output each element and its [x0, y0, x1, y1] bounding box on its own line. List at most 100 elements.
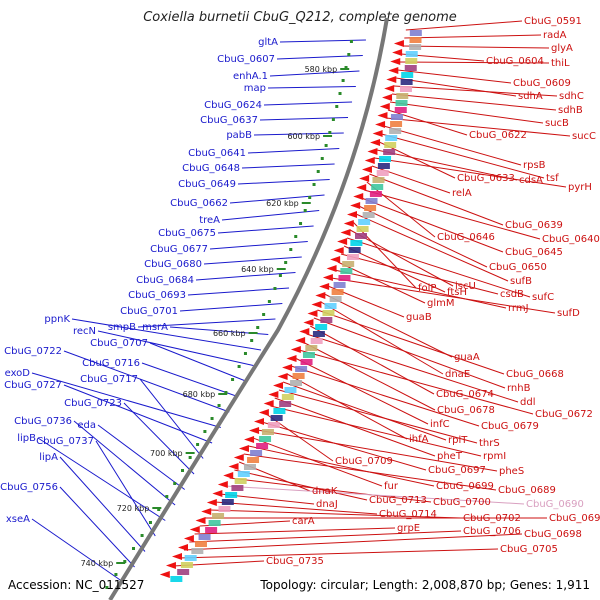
right-label-cbug-0609[interactable]: CbuG_0609 [513, 78, 571, 89]
right-label-cara[interactable]: carA [292, 516, 315, 527]
right-label-glya[interactable]: glyA [551, 43, 573, 54]
right-label-cbug-0622[interactable]: CbuG_0622 [469, 130, 527, 141]
left-label-trea[interactable]: treA [199, 215, 220, 226]
right-label-sufb[interactable]: sufB [510, 276, 532, 287]
right-label-cbug-0645[interactable]: CbuG_0645 [505, 247, 563, 258]
left-label-ppnk[interactable]: ppnK [44, 314, 70, 325]
right-label-rada[interactable]: radA [543, 30, 567, 41]
right-label-thrs[interactable]: thrS [479, 438, 500, 449]
right-label-ddl[interactable]: ddl [520, 397, 535, 408]
right-label-cbug-0698[interactable]: CbuG_0698 [524, 529, 582, 540]
left-label-glta[interactable]: gltA [258, 37, 278, 48]
right-label-cbug-0679[interactable]: CbuG_0679 [481, 421, 539, 432]
left-label-cbug-0693[interactable]: CbuG_0693 [128, 290, 186, 301]
right-label-succ[interactable]: sucC [572, 131, 596, 142]
left-label-lipb[interactable]: lipB [17, 433, 36, 444]
right-label-cbug-0650[interactable]: CbuG_0650 [489, 262, 547, 273]
right-label-dnak[interactable]: dnaK [312, 486, 338, 497]
right-label-cbug-0690[interactable]: CbuG_0690 [526, 499, 584, 510]
right-label-cbug-0692[interactable]: CbuG_0692 [549, 513, 600, 524]
left-label-cbug-0723[interactable]: CbuG_0723 [64, 398, 122, 409]
right-label-folp[interactable]: folP [418, 283, 436, 294]
right-label-phes[interactable]: pheS [499, 466, 524, 477]
right-label-cbug-0699[interactable]: CbuG_0699 [436, 481, 494, 492]
left-label-cbug-0641[interactable]: CbuG_0641 [188, 148, 246, 159]
right-label-sucb[interactable]: sucB [545, 118, 569, 129]
right-label-cbug-0604[interactable]: CbuG_0604 [486, 56, 544, 67]
right-label-cbug-0633[interactable]: CbuG_0633 [457, 173, 515, 184]
right-label-cbug-0713[interactable]: CbuG_0713 [369, 495, 427, 506]
left-label-cbug-0675[interactable]: CbuG_0675 [158, 228, 216, 239]
right-label-rrmj[interactable]: rrmJ [508, 303, 529, 314]
right-label-ihfa[interactable]: ihfA [409, 434, 429, 445]
right-label-rnhb[interactable]: rnhB [507, 383, 531, 394]
left-label-cbug-0648[interactable]: CbuG_0648 [182, 163, 240, 174]
right-label-guaa[interactable]: guaA [454, 352, 480, 363]
left-label-pabb[interactable]: pabB [226, 130, 252, 141]
left-label-cbug-0736[interactable]: CbuG_0736 [14, 416, 72, 427]
left-label-smpb[interactable]: smpB [108, 322, 136, 333]
right-label-sufd[interactable]: sufD [557, 308, 580, 319]
right-label-fur[interactable]: fur [384, 481, 399, 492]
right-label-ftsh[interactable]: ftsH [447, 287, 467, 298]
right-label-rela[interactable]: relA [452, 188, 472, 199]
right-label-grpe[interactable]: grpE [397, 523, 420, 534]
right-label-cbug-0700[interactable]: CbuG_0700 [433, 497, 491, 508]
right-label-cbug-0678[interactable]: CbuG_0678 [437, 405, 495, 416]
right-label-cdsa[interactable]: cdsA [519, 175, 543, 186]
left-label-map[interactable]: map [244, 83, 266, 94]
right-label-glmm[interactable]: glmM [427, 298, 455, 309]
left-label-cbug-0680[interactable]: CbuG_0680 [144, 259, 202, 270]
right-label-cbug-0689[interactable]: CbuG_0689 [498, 485, 556, 496]
right-label-cbug-0640[interactable]: CbuG_0640 [542, 234, 600, 245]
right-label-cbug-0646[interactable]: CbuG_0646 [437, 232, 495, 243]
left-label-cbug-0727[interactable]: CbuG_0727 [4, 380, 62, 391]
left-label-cbug-0701[interactable]: CbuG_0701 [120, 306, 178, 317]
left-label-eda[interactable]: eda [77, 420, 96, 431]
right-label-pyrh[interactable]: pyrH [568, 182, 592, 193]
left-label-xsea[interactable]: xseA [6, 514, 30, 525]
right-label-rplt[interactable]: rplT [448, 435, 468, 446]
right-label-cbug-0714[interactable]: CbuG_0714 [379, 509, 437, 520]
right-label-cbug-0706[interactable]: CbuG_0706 [463, 526, 521, 537]
left-label-lipa[interactable]: lipA [39, 452, 58, 463]
right-label-cbug-0591[interactable]: CbuG_0591 [524, 16, 582, 27]
left-label-cbug-0662[interactable]: CbuG_0662 [170, 198, 228, 209]
right-label-cbug-0709[interactable]: CbuG_0709 [335, 456, 393, 467]
right-label-sdha[interactable]: sdhA [518, 91, 543, 102]
right-label-dnae[interactable]: dnaE [445, 369, 470, 380]
right-label-dnaj[interactable]: dnaJ [316, 499, 338, 510]
right-label-csdb[interactable]: csdB [500, 289, 524, 300]
right-label-iscu[interactable]: iscU [455, 281, 476, 292]
right-label-cbug-0705[interactable]: CbuG_0705 [500, 544, 558, 555]
right-label-guab[interactable]: guaB [406, 312, 432, 323]
left-label-cbug-0716[interactable]: CbuG_0716 [82, 358, 140, 369]
left-label-recn[interactable]: recN [73, 326, 96, 337]
left-label-cbug-0677[interactable]: CbuG_0677 [150, 244, 208, 255]
left-label-cbug-0722[interactable]: CbuG_0722 [4, 346, 62, 357]
left-label-cbug-0707[interactable]: CbuG_0707 [90, 338, 148, 349]
left-label-cbug-0637[interactable]: CbuG_0637 [200, 115, 258, 126]
right-label-sufc[interactable]: sufC [532, 292, 554, 303]
right-label-thil[interactable]: thiL [551, 58, 570, 69]
right-label-phet[interactable]: pheT [437, 451, 463, 462]
right-label-cbug-0668[interactable]: CbuG_0668 [506, 369, 564, 380]
left-label-cbug-0756[interactable]: CbuG_0756 [0, 482, 58, 493]
right-label-cbug-0639[interactable]: CbuG_0639 [505, 220, 563, 231]
right-label-infc[interactable]: infC [430, 419, 450, 430]
left-label-cbug-0737[interactable]: CbuG_0737 [36, 436, 94, 447]
left-label-cbug-0624[interactable]: CbuG_0624 [204, 100, 262, 111]
left-label-exod[interactable]: exoD [5, 368, 31, 379]
left-label-cbug-0717[interactable]: CbuG_0717 [80, 374, 138, 385]
right-label-rpsb[interactable]: rpsB [523, 160, 546, 171]
left-label-cbug-0649[interactable]: CbuG_0649 [178, 179, 236, 190]
right-label-cbug-0697[interactable]: CbuG_0697 [428, 465, 486, 476]
right-label-cbug-0735[interactable]: CbuG_0735 [266, 556, 324, 567]
right-label-cbug-0702[interactable]: CbuG_0702 [463, 513, 521, 524]
right-label-tsf[interactable]: tsf [546, 173, 559, 184]
left-label-cbug-0607[interactable]: CbuG_0607 [217, 54, 275, 65]
right-label-cbug-0672[interactable]: CbuG_0672 [535, 409, 593, 420]
right-label-rpmi[interactable]: rpmI [483, 451, 506, 462]
left-label-cbug-0684[interactable]: CbuG_0684 [136, 275, 194, 286]
right-label-sdhc[interactable]: sdhC [559, 91, 584, 102]
